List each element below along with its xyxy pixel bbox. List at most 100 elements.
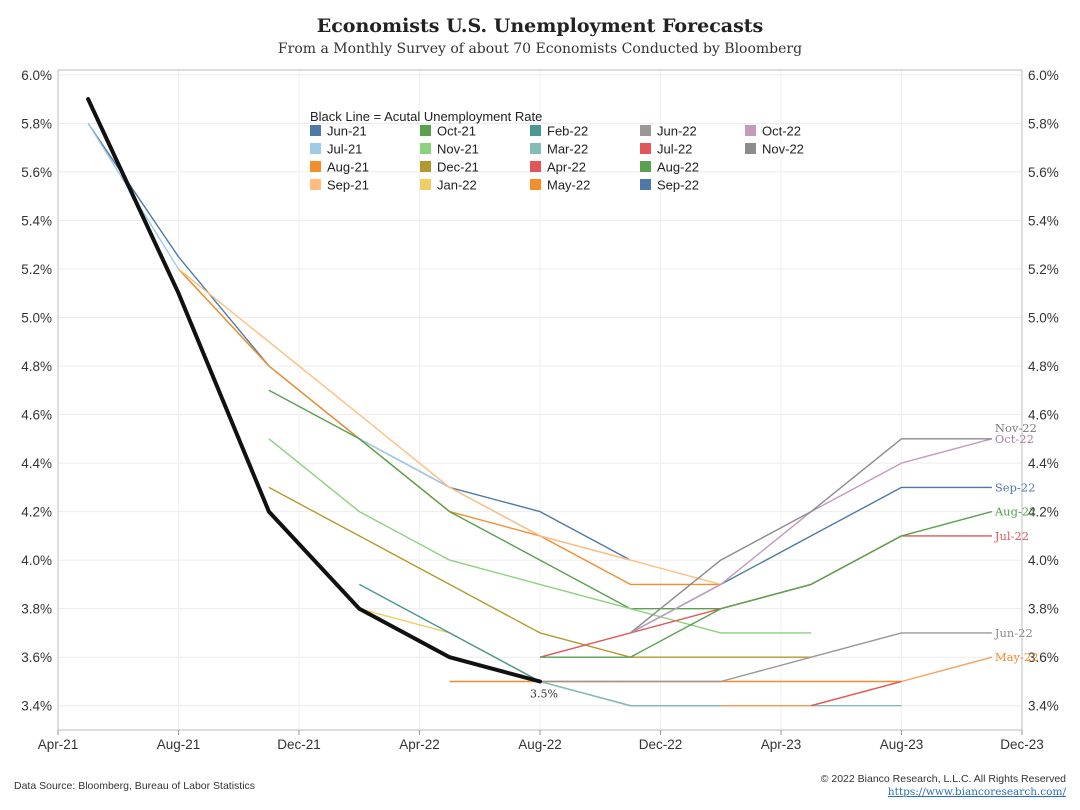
legend-title: Black Line = Acutal Unemployment Rate bbox=[310, 109, 542, 124]
legend-swatch bbox=[640, 125, 651, 136]
data-source: Data Source: Bloomberg, Bureau of Labor … bbox=[14, 780, 255, 792]
legend-entry: Nov-21 bbox=[437, 142, 479, 157]
y-tick-label: 6.0% bbox=[1028, 68, 1059, 83]
y-tick-label: 4.0% bbox=[1028, 553, 1059, 568]
legend-entry: May-22 bbox=[547, 178, 590, 193]
end-label: May-22 bbox=[995, 650, 1039, 664]
legend-entry: Jan-22 bbox=[437, 178, 477, 193]
website-link[interactable]: https://www.biancoresearch.com/ bbox=[888, 786, 1067, 798]
series-line-sep-21 bbox=[178, 268, 721, 586]
y-tick-label: 3.6% bbox=[21, 650, 52, 665]
end-label: Jun-22 bbox=[994, 626, 1033, 640]
y-tick-label: 6.0% bbox=[21, 68, 52, 83]
legend-swatch bbox=[530, 125, 541, 136]
y-tick-label: 4.8% bbox=[1028, 359, 1059, 374]
legend-swatch bbox=[530, 179, 541, 190]
y-axis-right: 3.4% 3.6% 3.8% 4.0% 4.2% 4.4% 4.6% 4.8% 5.0% 5.2%… bbox=[1028, 68, 1059, 714]
y-tick-label: 5.8% bbox=[21, 116, 52, 131]
y-tick-label: 4.0% bbox=[21, 553, 52, 568]
legend-swatch bbox=[420, 125, 431, 136]
legend-entry: Apr-22 bbox=[547, 160, 586, 175]
y-tick-label: 4.4% bbox=[21, 456, 52, 471]
legend-entry: Jun-22 bbox=[657, 124, 697, 139]
legend-swatch bbox=[310, 143, 321, 154]
annotation-3-5: 3.5% bbox=[530, 687, 558, 700]
chart-subtitle: From a Monthly Survey of about 70 Econom… bbox=[278, 41, 802, 57]
legend-entry: Aug-22 bbox=[657, 160, 699, 175]
series-line-jul-22-tail bbox=[810, 680, 902, 707]
x-tick-label: Apr-22 bbox=[399, 737, 440, 752]
end-label: Sep-22 bbox=[995, 480, 1036, 494]
legend-swatch bbox=[310, 125, 321, 136]
y-tick-label: 5.8% bbox=[1028, 116, 1059, 131]
legend-entry: Feb-22 bbox=[547, 124, 588, 139]
series-line-jun-22 bbox=[540, 632, 992, 683]
y-tick-label: 3.8% bbox=[1028, 602, 1059, 617]
legend-swatch bbox=[310, 179, 321, 190]
x-tick-label: Aug-21 bbox=[157, 737, 201, 752]
y-tick-label: 5.2% bbox=[1028, 262, 1059, 277]
legend-entry: Sep-21 bbox=[327, 178, 369, 193]
legend-entry: Sep-22 bbox=[657, 178, 699, 193]
legend-swatch bbox=[530, 143, 541, 154]
legend-swatch bbox=[420, 143, 431, 154]
end-label: Jul-22 bbox=[994, 529, 1029, 543]
series-line-dec-21 bbox=[268, 486, 812, 658]
y-tick-label: 4.4% bbox=[1028, 456, 1059, 471]
end-label: Aug-22 bbox=[994, 505, 1037, 519]
series-line-aug-21 bbox=[177, 268, 721, 586]
y-tick-label: 3.4% bbox=[21, 699, 52, 714]
y-tick-label: 3.8% bbox=[21, 602, 52, 617]
legend-swatch bbox=[420, 161, 431, 172]
legend-entry: Oct-21 bbox=[437, 124, 476, 139]
y-axis-left: 3.4% 3.6% 3.8% 4.0% 4.2% 4.4% 4.6% 4.8% 5.0% 5.2%… bbox=[21, 68, 52, 714]
legend-swatch bbox=[640, 161, 651, 172]
legend-entry: Jun-21 bbox=[327, 124, 367, 139]
end-label: Oct-22 bbox=[995, 432, 1034, 446]
legend-entry: Mar-22 bbox=[547, 142, 588, 157]
x-tick-label: Dec-21 bbox=[277, 737, 321, 752]
legend-entry: Dec-21 bbox=[437, 160, 479, 175]
y-tick-label: 3.4% bbox=[1028, 699, 1059, 714]
end-label: Nov-22 bbox=[995, 421, 1037, 435]
actual-series bbox=[86, 97, 542, 684]
y-tick-label: 5.0% bbox=[1028, 311, 1059, 326]
legend-swatch bbox=[745, 125, 756, 136]
legend-swatch bbox=[420, 179, 431, 190]
legend-swatch bbox=[640, 179, 651, 190]
x-axis: Apr-21 Aug-21 Dec-21 Apr-22 Aug-22 Dec-22 Apr-… bbox=[38, 730, 1044, 752]
chart-title: Economists U.S. Unemployment Forecasts bbox=[317, 15, 764, 37]
copyright: © 2022 Bianco Research, L.L.C. All Right… bbox=[821, 773, 1066, 785]
series-line-oct-21 bbox=[268, 389, 721, 610]
legend-entry: Aug-21 bbox=[327, 160, 369, 175]
y-tick-label: 3.6% bbox=[1028, 650, 1059, 665]
y-tick-label: 4.8% bbox=[21, 359, 52, 374]
legend-swatch bbox=[640, 143, 651, 154]
x-tick-label: Apr-21 bbox=[38, 737, 79, 752]
legend-entry: Oct-22 bbox=[762, 124, 801, 139]
y-tick-label: 5.2% bbox=[21, 262, 52, 277]
y-tick-label: 4.6% bbox=[1028, 408, 1059, 423]
x-tick-label: Dec-23 bbox=[1000, 737, 1044, 752]
x-tick-label: Aug-23 bbox=[880, 737, 924, 752]
legend: Black Line = Acutal Unemployment Rate Ju… bbox=[310, 109, 804, 193]
series-line-nov-22 bbox=[629, 438, 992, 634]
y-tick-label: 5.0% bbox=[21, 311, 52, 326]
legend-swatch bbox=[530, 161, 541, 172]
legend-entry: Nov-22 bbox=[762, 142, 804, 157]
legend-entry: Jul-22 bbox=[657, 142, 692, 157]
y-tick-label: 4.2% bbox=[1028, 505, 1059, 520]
legend-swatch bbox=[745, 143, 756, 154]
y-tick-label: 5.4% bbox=[1028, 213, 1059, 228]
y-tick-label: 4.2% bbox=[21, 505, 52, 520]
legend-swatch bbox=[310, 161, 321, 172]
x-tick-label: Aug-22 bbox=[518, 737, 562, 752]
series-line-nov-21 bbox=[268, 438, 812, 634]
y-tick-label: 5.4% bbox=[21, 213, 52, 228]
x-tick-label: Apr-23 bbox=[761, 737, 802, 752]
y-tick-label: 5.6% bbox=[21, 165, 52, 180]
y-tick-label: 5.6% bbox=[1028, 165, 1059, 180]
legend-entry: Jul-21 bbox=[327, 142, 362, 157]
